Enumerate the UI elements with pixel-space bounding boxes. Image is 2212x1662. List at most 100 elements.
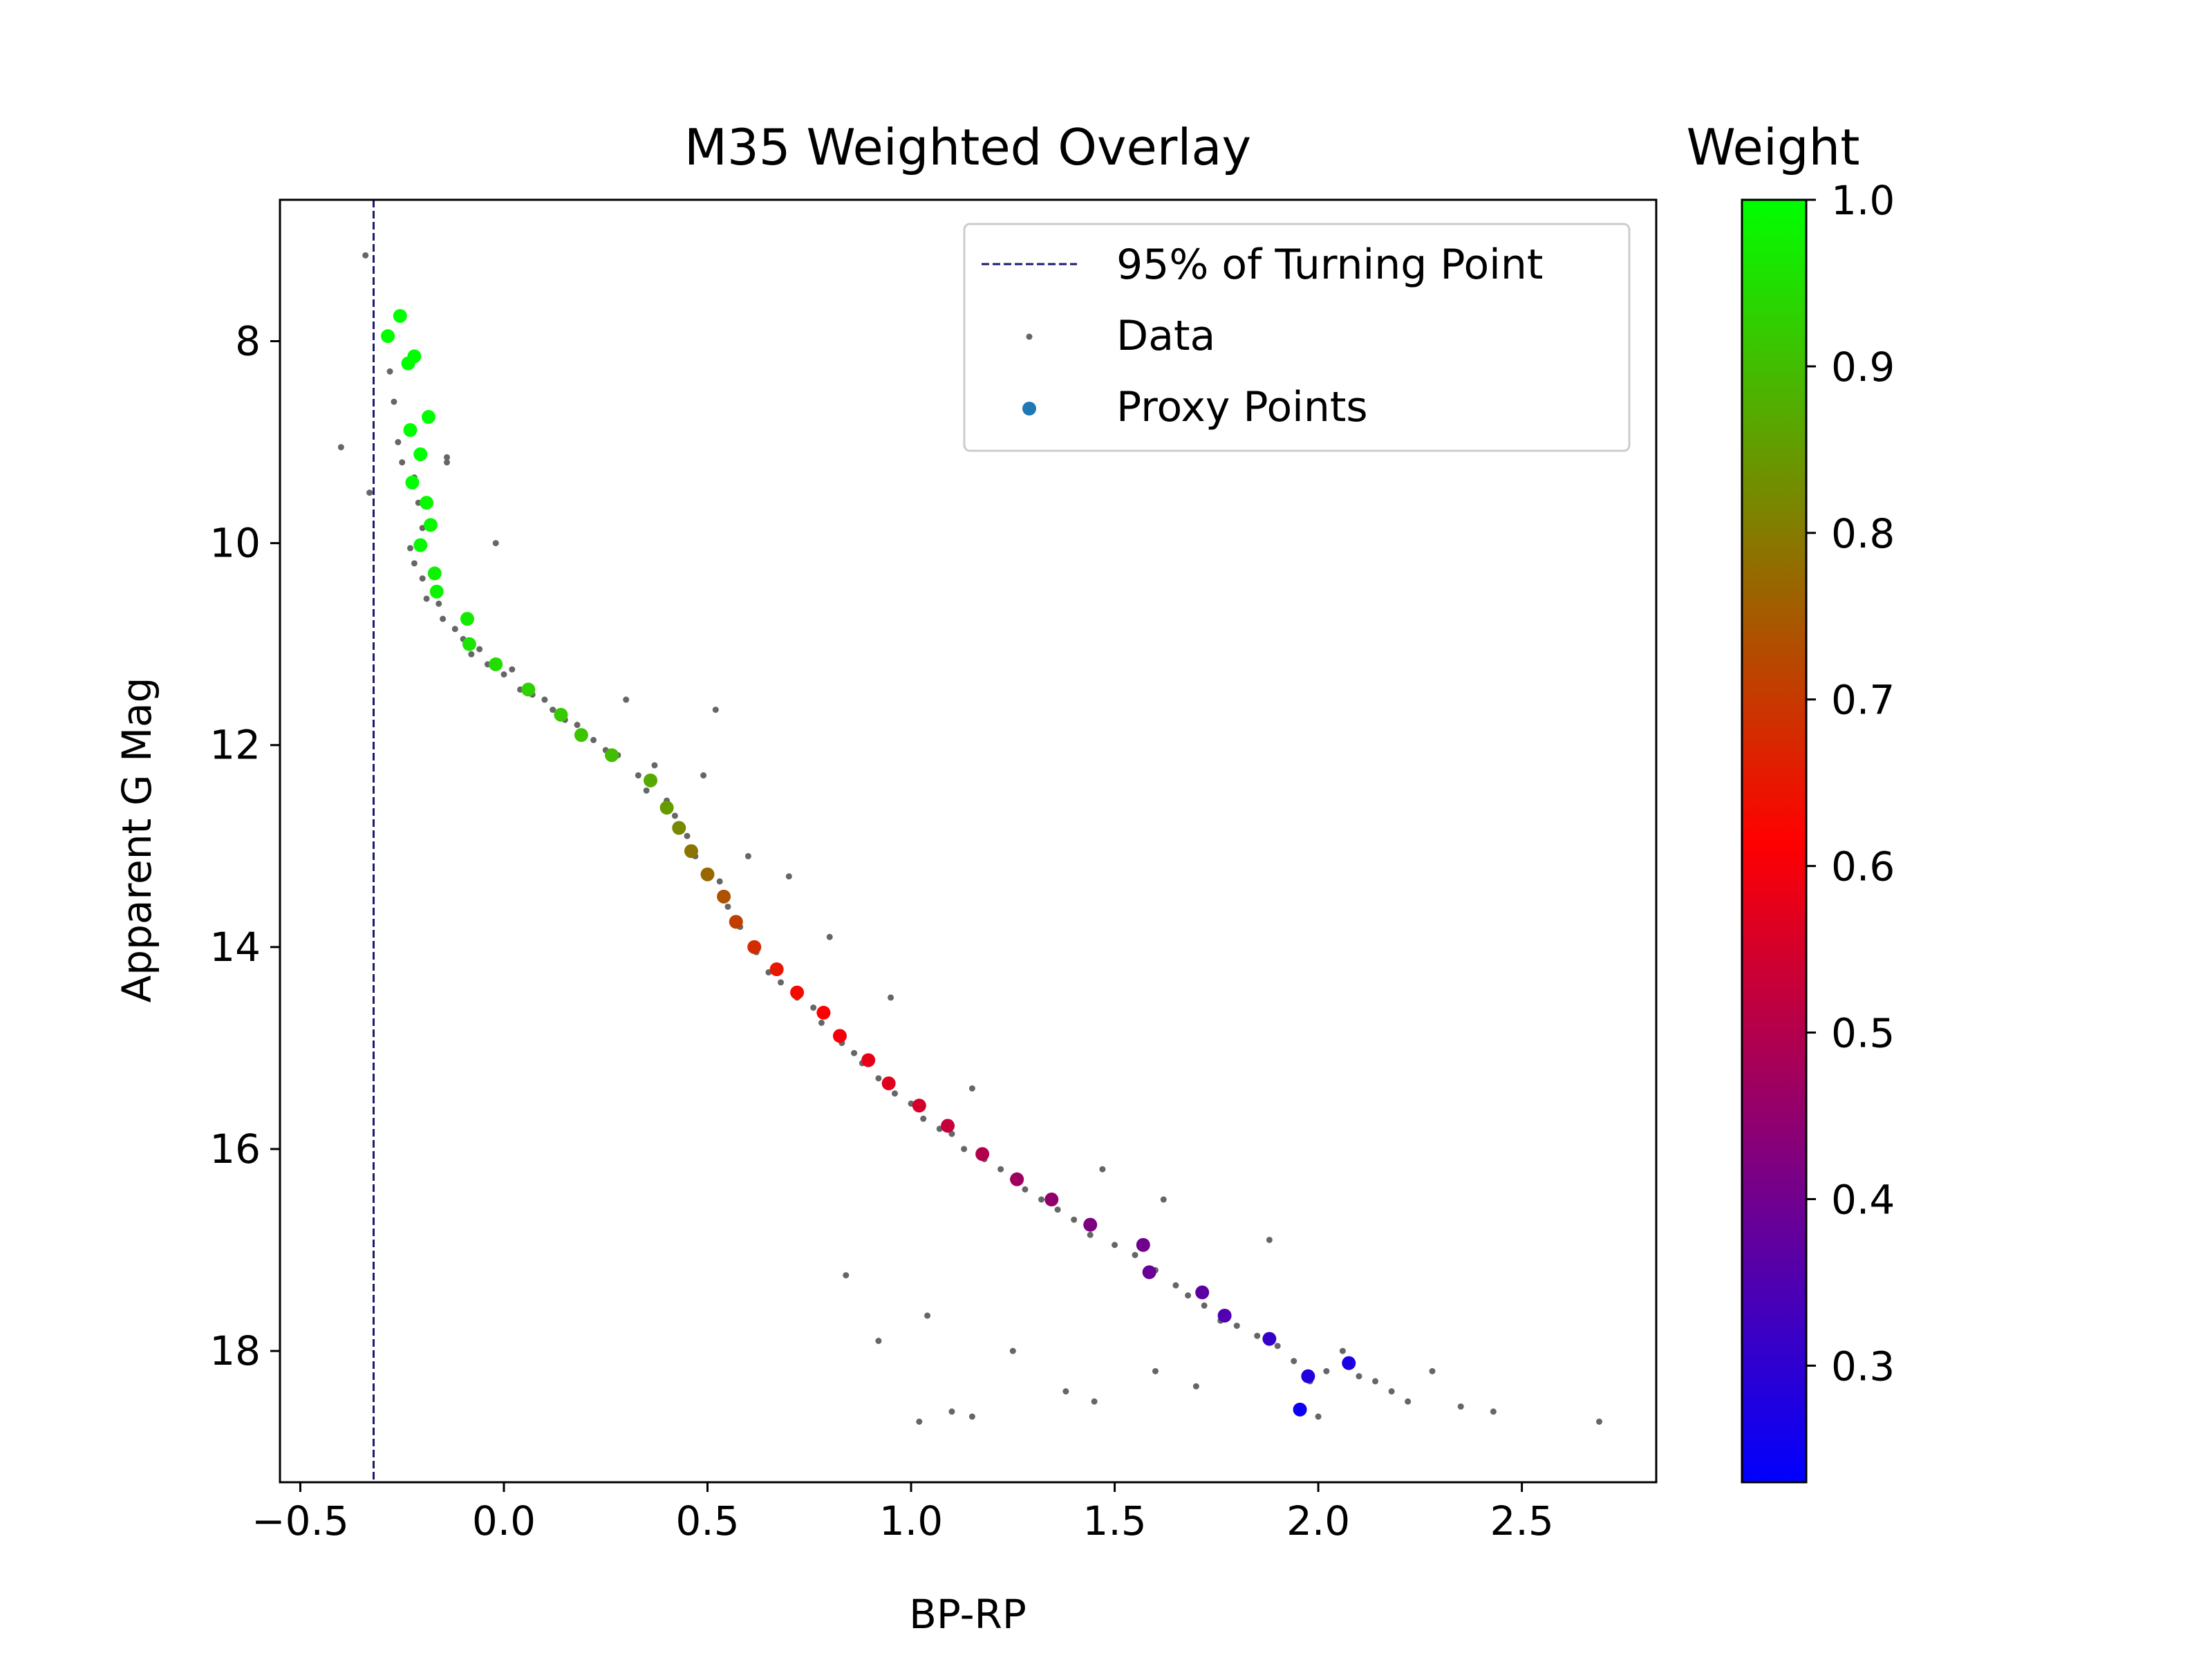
data-point [961,1146,968,1152]
proxy-point [429,584,444,599]
data-point [1233,1323,1240,1329]
data-point [451,626,458,633]
proxy-point [1044,1193,1059,1207]
proxy-point [790,985,805,1000]
proxy-point [832,1029,847,1043]
data-point [395,439,402,446]
data-point [968,1085,975,1092]
y-tick-label: 18 [209,1327,261,1374]
data-point [419,575,426,582]
colorbar-tick-label: 0.3 [1831,1343,1895,1390]
data-point [1201,1302,1208,1309]
data-point [1132,1251,1138,1258]
legend-proxy-swatch [1022,402,1036,416]
data-point [399,459,406,466]
proxy-point [941,1119,955,1133]
proxy-point [1010,1172,1024,1186]
data-point [1274,1343,1281,1350]
proxy-point [644,773,658,787]
colorbar-tick-label: 0.9 [1831,344,1895,391]
data-point [1315,1413,1322,1420]
proxy-point [816,1005,831,1020]
proxy-point [521,682,536,697]
x-tick-label: 2.5 [1490,1497,1553,1544]
proxy-point [393,308,407,323]
proxy-point [423,518,438,532]
data-point [635,772,641,779]
data-point [948,1408,955,1415]
data-point [1405,1398,1412,1405]
data-point [843,1272,850,1279]
data-point [1009,1347,1016,1354]
data-point [391,398,397,405]
proxy-point [420,496,434,510]
x-axis-ticks: −0.5 0.0 0.5 1.0 1.5 2.0 2.5 [252,1482,1554,1544]
y-tick-label: 8 [235,317,261,364]
data-point [785,873,792,880]
x-tick-label: −0.5 [252,1497,349,1544]
data-point [716,878,723,885]
proxy-point [1262,1332,1277,1346]
proxy-point [405,475,420,489]
data-point [1062,1388,1069,1395]
data-point [574,722,581,729]
data-point [476,646,483,653]
x-axis-label: BP-RP [909,1591,1027,1638]
data-point [818,1019,825,1026]
colorbar-tick-label: 1.0 [1831,177,1895,224]
proxy-point [881,1076,896,1091]
proxy-point [659,801,674,815]
data-point [444,459,451,466]
proxy-point [462,637,476,651]
proxy-point [861,1053,876,1067]
data-point [541,696,548,703]
proxy-point [672,821,686,835]
legend-entry-data: Data [1116,312,1215,360]
data-point [744,852,751,859]
colorbar-tick-label: 0.7 [1831,677,1895,724]
proxy-point [747,940,762,954]
data-point [509,666,516,673]
proxy-point [717,889,731,904]
colorbar-tick-label: 0.6 [1831,843,1895,890]
data-point [948,1130,955,1137]
data-point [1372,1378,1379,1385]
x-tick-label: 1.5 [1082,1497,1146,1544]
proxy-point [605,748,619,763]
x-tick-label: 0.5 [675,1497,739,1544]
data-point [875,1075,882,1082]
colorbar-tick-label: 0.5 [1831,1010,1895,1057]
data-point [916,1418,923,1425]
data-point [851,1049,858,1056]
data-point [590,736,597,743]
colorbar [1741,198,1808,1484]
data-point [810,1005,817,1011]
data-point [411,560,418,567]
y-axis-ticks: 8 10 12 14 16 18 [209,317,280,1374]
data-point [423,595,430,602]
x-tick-label: 0.0 [472,1497,536,1544]
data-point [550,707,556,713]
data-point [1112,1242,1118,1249]
legend-box [963,223,1631,452]
data-point [1266,1236,1273,1243]
data-point [1490,1408,1497,1415]
data-point [337,444,344,451]
proxy-point [489,657,503,671]
data-point [500,671,507,678]
data-point [684,832,691,839]
proxy-point [1136,1238,1150,1252]
proxy-point [1217,1308,1232,1323]
legend-entry-turning-point: 95% of Turning Point [1116,241,1543,289]
proxy-point [1142,1265,1156,1280]
proxy-point [381,329,395,344]
colorbar-ticks: 0.3 0.4 0.5 0.6 0.7 0.8 0.9 1.0 [1806,177,1895,1390]
y-tick-label: 10 [209,520,261,567]
colorbar-tick-label: 0.4 [1831,1176,1895,1223]
data-point [1022,1186,1029,1193]
colorbar-tick-label: 0.8 [1831,510,1895,557]
proxy-point [1301,1369,1315,1383]
plot-frame [279,198,1658,1484]
